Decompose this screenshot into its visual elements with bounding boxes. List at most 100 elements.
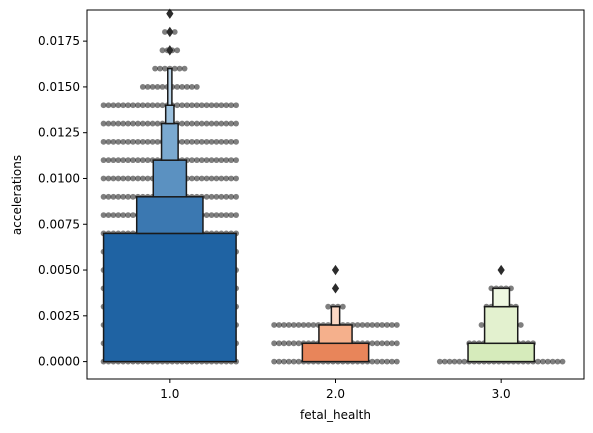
swarm-point xyxy=(456,358,463,365)
boxen-box xyxy=(492,287,511,308)
swarm-point xyxy=(171,65,178,72)
x-axis-label: fetal_health xyxy=(300,408,371,422)
swarm-point xyxy=(100,193,107,200)
swarm-point xyxy=(233,157,240,164)
swarm-point xyxy=(105,193,112,200)
swarm-point xyxy=(223,157,230,164)
swarm-point xyxy=(154,102,161,109)
outlier-markers xyxy=(166,8,505,294)
swarm-point xyxy=(139,138,146,145)
swarm-point xyxy=(203,193,210,200)
swarm-point xyxy=(218,157,225,164)
swarm-point xyxy=(174,47,181,54)
swarm-point xyxy=(203,175,210,182)
swarm-point xyxy=(208,157,215,164)
swarm-point xyxy=(144,102,151,109)
swarm-point xyxy=(157,65,163,72)
swarm-point xyxy=(125,120,132,127)
swarm-point xyxy=(384,358,390,365)
y-axis: 0.0000 0.0025 0.0050 0.0075 0.0100 0.0125 0.01… xyxy=(38,34,87,369)
swarm-point xyxy=(120,175,127,182)
swarm-point xyxy=(281,322,287,328)
swarm-point xyxy=(120,138,127,145)
swarm-point xyxy=(233,175,240,182)
swarm-point xyxy=(389,322,395,328)
swarm-point xyxy=(223,212,230,219)
swarm-point xyxy=(135,175,141,182)
swarm-point xyxy=(115,102,122,109)
swarm-point xyxy=(295,358,302,365)
swarm-point xyxy=(149,138,156,145)
swarm-point xyxy=(198,175,205,182)
swarm-point xyxy=(218,102,225,109)
swarm-point xyxy=(115,193,122,200)
swarm-point xyxy=(110,212,117,219)
y-tick-label: 0.0175 xyxy=(38,34,80,48)
swarm-point xyxy=(159,47,166,54)
y-tick-label: 0.0150 xyxy=(38,80,80,94)
swarm-point xyxy=(105,102,112,109)
swarm-point xyxy=(189,157,195,164)
swarm-point xyxy=(154,120,161,127)
swarm-point xyxy=(389,340,395,347)
swarm-point xyxy=(305,322,312,328)
swarm-point xyxy=(379,322,386,328)
swarm-point xyxy=(310,322,317,328)
outlier-marker xyxy=(166,8,174,19)
swarm-point xyxy=(369,358,376,365)
swarm-point xyxy=(105,175,112,182)
swarm-point xyxy=(276,358,282,365)
swarm-point xyxy=(539,358,546,365)
boxen-box xyxy=(318,324,353,345)
swarm-point xyxy=(189,120,195,127)
swarm-point xyxy=(130,175,136,182)
swarm-point xyxy=(285,322,292,328)
swarm-point xyxy=(276,340,282,347)
swarm-point xyxy=(105,157,112,164)
swarm-point xyxy=(110,102,117,109)
swarm-point xyxy=(125,193,132,200)
swarm-point xyxy=(115,138,122,145)
swarm-point xyxy=(228,157,235,164)
swarm-point xyxy=(100,102,107,109)
swarm-point xyxy=(198,138,205,145)
swarm-point xyxy=(149,84,156,90)
swarm-point xyxy=(228,138,235,145)
swarm-point xyxy=(223,120,230,127)
swarm-point xyxy=(223,193,230,200)
swarm-point xyxy=(223,175,230,182)
swarm-point xyxy=(535,358,541,365)
swarm-point xyxy=(162,65,168,72)
swarm-point xyxy=(110,193,117,200)
swarm-point xyxy=(218,175,225,182)
swarm-point xyxy=(203,102,210,109)
swarm-point xyxy=(139,175,146,182)
swarm-point xyxy=(125,212,132,219)
swarm-point xyxy=(159,102,166,109)
swarm-point xyxy=(144,120,151,127)
swarm-point xyxy=(105,120,112,127)
swarm-point xyxy=(218,212,225,219)
swarm-point xyxy=(379,340,386,347)
swarm-point xyxy=(130,157,136,164)
outlier-marker xyxy=(331,264,340,276)
swarm-point xyxy=(436,358,443,365)
boxen-box xyxy=(135,196,204,235)
swarm-point xyxy=(379,358,386,365)
swarm-point xyxy=(184,84,190,90)
swarm-point xyxy=(100,212,107,219)
swarm-point xyxy=(135,157,141,164)
swarm-point xyxy=(159,84,166,90)
swarm-point xyxy=(517,322,524,328)
swarm-point xyxy=(364,322,371,328)
swarm-point xyxy=(281,358,287,365)
swarm-point xyxy=(393,340,400,347)
swarm-point xyxy=(223,102,230,109)
boxen-box xyxy=(467,342,536,363)
swarm-point xyxy=(152,65,159,72)
swarm-point xyxy=(144,157,151,164)
swarm-point xyxy=(193,84,200,90)
swarm-point xyxy=(354,322,361,328)
boxen-box xyxy=(301,342,370,363)
swarm-point xyxy=(189,102,195,109)
